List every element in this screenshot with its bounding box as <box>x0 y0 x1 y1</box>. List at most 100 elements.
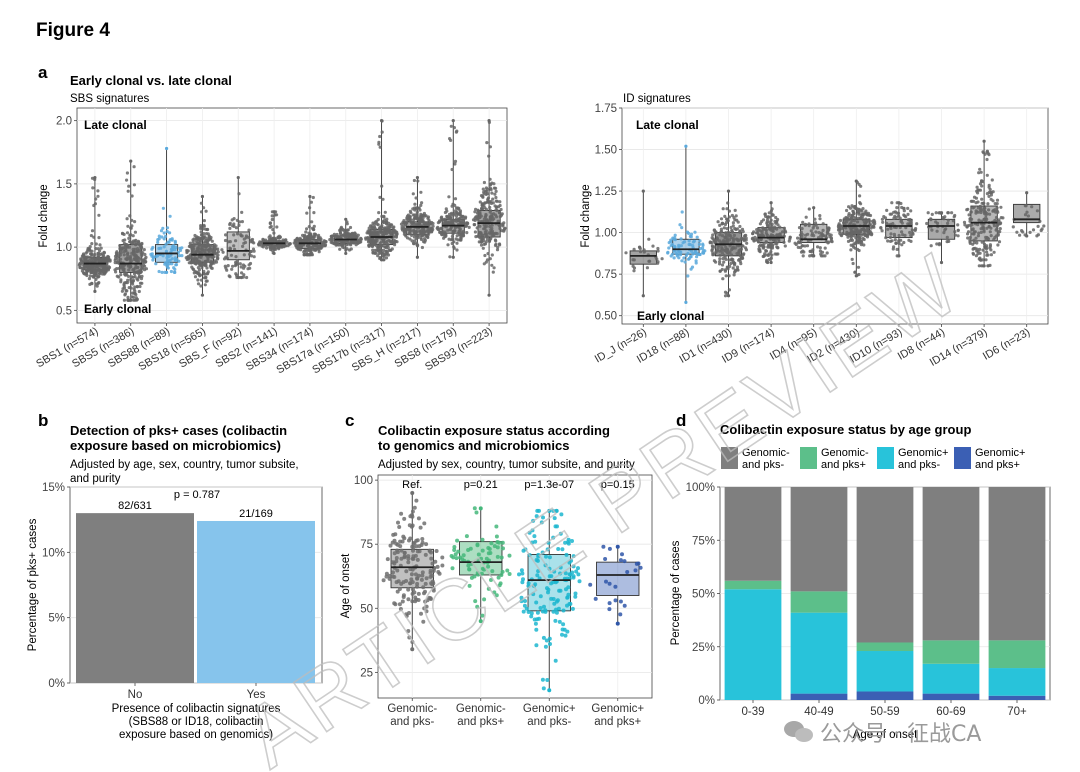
data-point <box>708 241 712 245</box>
data-point <box>93 202 97 206</box>
data-point <box>456 206 460 210</box>
data-point <box>507 553 512 558</box>
data-point <box>647 237 651 241</box>
data-point <box>613 584 618 589</box>
data-point-min <box>415 255 420 259</box>
data-point <box>451 218 455 222</box>
data-point <box>722 226 726 230</box>
data-point <box>560 632 564 637</box>
data-point <box>723 214 727 218</box>
data-point <box>726 201 730 205</box>
data-point <box>495 545 500 550</box>
data-point <box>759 229 763 233</box>
data-point <box>677 250 681 254</box>
data-point <box>411 213 415 217</box>
data-point <box>852 205 856 209</box>
data-point <box>860 209 864 213</box>
data-point <box>234 255 238 259</box>
data-point <box>483 215 487 219</box>
data-point <box>718 223 722 227</box>
data-point <box>124 281 128 285</box>
data-point <box>731 266 735 270</box>
data-point <box>984 246 988 250</box>
data-point <box>415 242 419 247</box>
data-point <box>410 239 414 243</box>
data-point <box>410 514 415 519</box>
data-point <box>675 254 679 258</box>
data-point <box>770 246 775 250</box>
data-point <box>126 224 130 228</box>
data-point <box>769 209 774 213</box>
data-point <box>408 209 412 213</box>
data-point <box>136 278 140 282</box>
data-point <box>415 584 419 589</box>
data-point <box>186 255 190 259</box>
data-point <box>651 244 655 248</box>
data-point <box>275 225 279 229</box>
data-point <box>378 145 382 149</box>
data-point <box>422 233 426 237</box>
data-point <box>212 249 217 253</box>
data-point <box>979 210 983 215</box>
data-point <box>761 233 765 237</box>
data-point <box>489 232 493 236</box>
data-point <box>402 227 407 231</box>
data-point <box>436 221 440 225</box>
data-point <box>257 241 261 245</box>
data-point <box>384 256 389 260</box>
data-point <box>576 566 580 571</box>
data-point <box>670 242 674 247</box>
data-point <box>751 231 755 236</box>
data-point <box>532 617 537 622</box>
data-point <box>212 243 216 247</box>
data-point <box>131 241 136 245</box>
data-point <box>534 643 539 648</box>
data-point <box>993 202 997 206</box>
data-point-min <box>308 253 312 257</box>
data-point <box>588 582 593 587</box>
y-tick-label: 25 <box>360 667 373 679</box>
data-point <box>719 217 724 221</box>
data-point <box>991 199 995 203</box>
data-point <box>500 212 504 216</box>
data-point <box>500 540 505 545</box>
data-point <box>500 222 504 226</box>
data-point <box>317 233 321 237</box>
legend-swatch <box>721 447 738 469</box>
data-point <box>494 593 499 598</box>
data-point <box>249 238 253 242</box>
data-point <box>974 211 978 215</box>
data-point <box>731 224 735 228</box>
data-point <box>431 568 436 573</box>
data-point <box>228 226 232 230</box>
data-point <box>121 267 125 271</box>
data-point-max <box>897 201 901 205</box>
data-point <box>132 183 136 187</box>
data-point <box>763 252 767 256</box>
data-point <box>203 283 207 287</box>
data-point <box>350 233 354 237</box>
data-point <box>718 233 722 237</box>
data-point <box>554 599 559 604</box>
data-point <box>394 580 399 585</box>
data-point <box>222 257 227 261</box>
data-point <box>487 239 492 243</box>
data-point <box>484 212 488 217</box>
y-tick-label: 1.50 <box>595 145 617 157</box>
data-point <box>425 235 429 239</box>
y-axis-label: Age of onset <box>340 553 352 618</box>
data-point <box>411 556 416 561</box>
data-point <box>803 244 807 248</box>
data-point <box>526 581 531 586</box>
data-point <box>684 253 689 257</box>
data-point <box>493 243 498 247</box>
data-point <box>636 561 641 566</box>
data-point <box>823 246 827 250</box>
data-point <box>765 215 770 219</box>
data-point <box>838 218 843 223</box>
data-point <box>412 216 417 220</box>
data-point-min <box>487 293 491 297</box>
data-point <box>310 220 314 224</box>
